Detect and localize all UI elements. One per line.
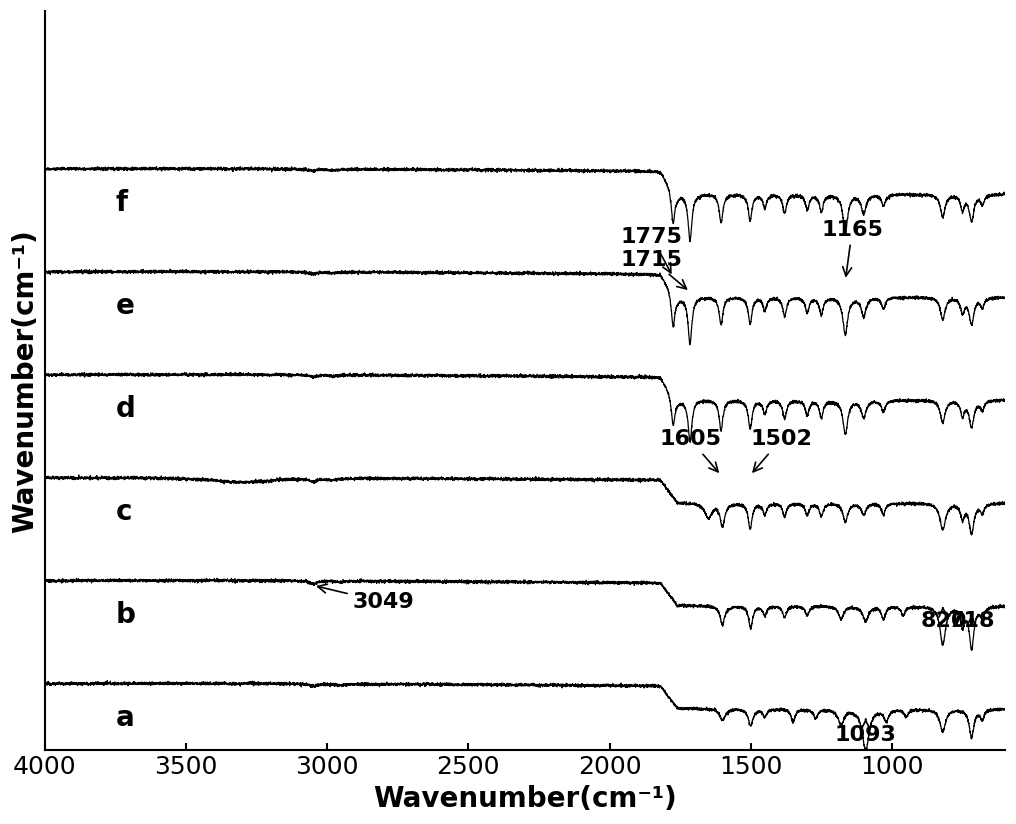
Text: 1775: 1775 <box>621 227 683 273</box>
Text: 1502: 1502 <box>750 429 812 472</box>
X-axis label: Wavenumber(cm⁻¹): Wavenumber(cm⁻¹) <box>373 785 677 813</box>
Text: 718: 718 <box>948 611 995 631</box>
Y-axis label: Wavenumber(cm⁻¹): Wavenumber(cm⁻¹) <box>11 229 39 532</box>
Text: 1093: 1093 <box>835 719 896 745</box>
Text: c: c <box>115 498 132 526</box>
Text: 1165: 1165 <box>821 220 883 276</box>
Text: e: e <box>115 292 134 320</box>
Text: d: d <box>115 395 135 423</box>
Text: 1605: 1605 <box>659 429 721 472</box>
Text: 820: 820 <box>920 608 966 631</box>
Text: f: f <box>115 189 127 217</box>
Text: b: b <box>115 601 135 629</box>
Text: a: a <box>115 704 134 732</box>
Text: 3049: 3049 <box>318 584 415 612</box>
Text: 1715: 1715 <box>621 250 687 289</box>
